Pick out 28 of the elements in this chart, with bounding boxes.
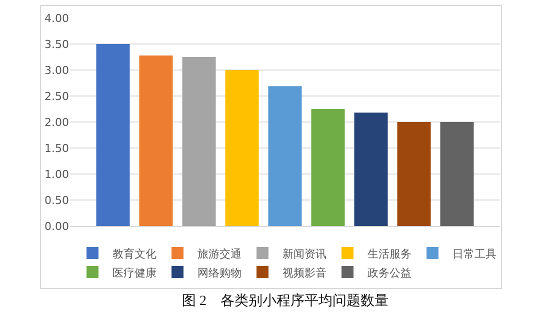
caption: 图 2 各类别小程序平均问题数量: [182, 293, 388, 309]
legend-label: 教育文化: [112, 247, 156, 260]
legend-label: 日常工具: [452, 247, 496, 260]
legend-label: 旅游交通: [198, 247, 242, 260]
y-tick-label: 4.00: [44, 12, 69, 25]
bar: [268, 86, 302, 226]
bar: [354, 112, 388, 226]
bar: [440, 122, 474, 226]
legend-label: 视频影音: [282, 266, 326, 280]
y-tick-label: 1.00: [44, 168, 69, 181]
y-tick-label: 3.00: [44, 64, 69, 77]
y-tick-label: 0.00: [44, 220, 69, 233]
bar: [225, 70, 259, 226]
bar: [311, 109, 345, 226]
y-tick-label: 2.50: [44, 90, 69, 103]
bar: [96, 44, 130, 226]
bar: [182, 57, 216, 226]
y-tick-label: 1.50: [44, 142, 69, 155]
legend-label: 新闻资讯: [282, 247, 326, 260]
bar: [139, 55, 173, 226]
y-tick-label: 0.50: [44, 194, 69, 207]
bar: [397, 122, 431, 226]
legend-label: 网络购物: [198, 266, 242, 280]
legend-label: 生活服务: [368, 247, 412, 260]
legend-label: 医疗健康: [112, 266, 156, 280]
y-tick-label: 3.50: [44, 38, 69, 51]
y-tick-label: 2.00: [44, 116, 69, 129]
legend-label: 政务公益: [368, 266, 412, 280]
